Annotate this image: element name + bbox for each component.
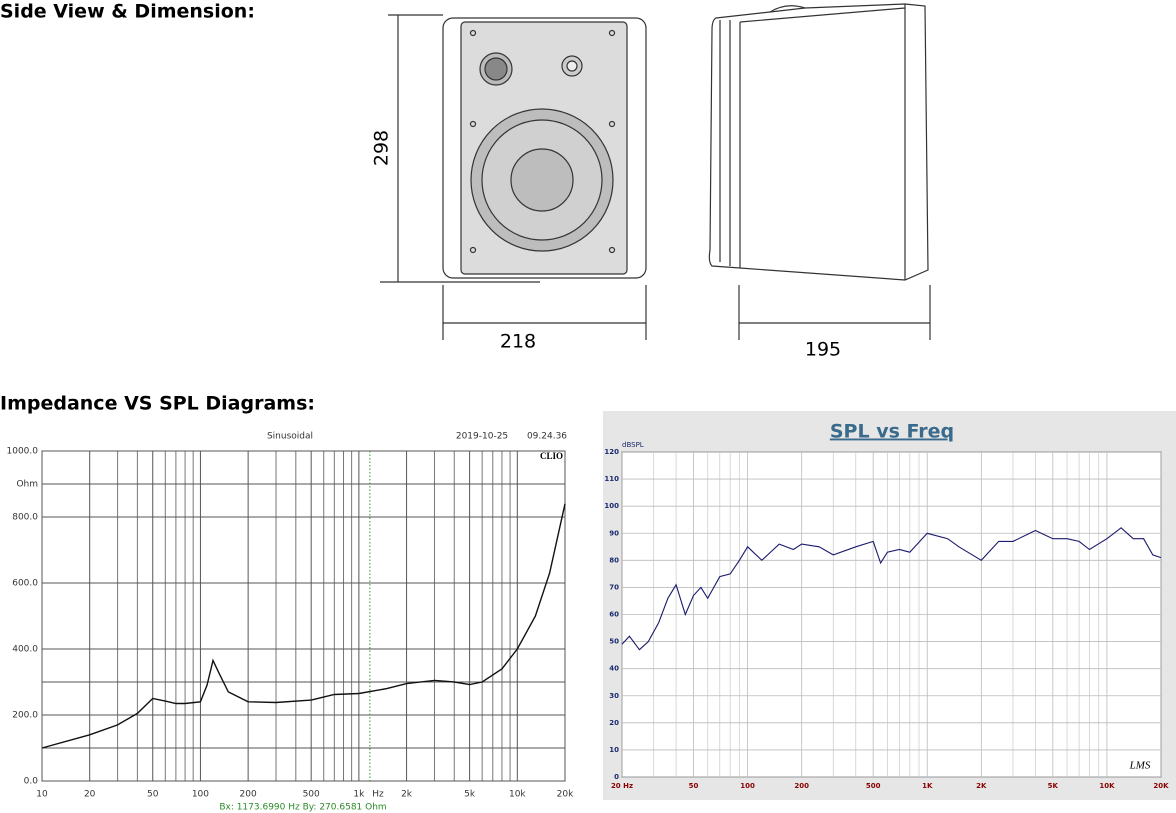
y-tick-label: 70 [609,583,619,591]
x-tick-label: 200 [794,782,809,790]
chart-title: SPL vs Freq [830,421,954,443]
x-tick-label: 5k [464,790,476,800]
y-tick-label: 100 [604,502,619,510]
heading: Side View & Dimension: [0,1,255,23]
x-tick-label: 100 [740,782,755,790]
y-tick-label: 80 [609,556,619,564]
y-unit: dBSPL [622,441,644,449]
y-tick-label: 1000.0 [7,447,39,457]
y-tick-label: 50 [609,638,619,646]
y-tick-label: 0 [614,773,619,781]
dimension-label: 218 [500,331,536,353]
y-unit: Ohm [16,480,38,490]
x-tick-label: 20k [557,790,574,800]
x-tick-label: 10K [1099,782,1115,790]
watermark: LMS [1129,760,1151,772]
y-tick-label: 20 [609,719,619,727]
side-view [708,3,931,340]
x-tick-label: 100 [192,790,209,800]
y-tick-label: 120 [604,448,619,456]
x-tick-label: 10 [36,790,48,800]
data-line [41,503,566,749]
chart-subtitle: Sinusoidal [267,432,313,442]
plot-area [41,450,566,782]
x-tick-label: 5K [1048,782,1059,790]
y-tick-label: 200.0 [12,711,38,721]
x-tick-label: 500 [303,790,320,800]
x-tick-label: 500 [866,782,881,790]
y-tick-label: 40 [609,665,619,673]
x-tick-label: 10k [509,790,526,800]
y-tick-label: 110 [604,475,619,483]
x-tick-label: 1k [353,790,365,800]
x-tick-label: 50 [147,790,159,800]
y-tick-label: 800.0 [12,513,38,523]
dimension-label: 298 [371,130,393,166]
heading: Impedance VS SPL Diagrams: [0,393,315,415]
y-tick-label: 400.0 [12,645,38,655]
y-tick-label: 90 [609,529,619,537]
y-tick-label: 0.0 [24,777,39,787]
x-tick-label: 50 [689,782,699,790]
cursor-readout: Bx: 1173.6990 Hz By: 270.6581 Ohm [219,803,386,813]
x-tick-label: 20 Hz [611,782,633,790]
y-tick-label: 600.0 [12,579,38,589]
x-tick-label: 2K [976,782,987,790]
x-tick-label: 2k [401,790,413,800]
data-line [621,527,1162,651]
x-unit: Hz [372,790,384,800]
y-tick-label: 10 [609,746,619,754]
x-tick-label: 20K [1153,782,1169,790]
front-view [380,14,647,340]
x-tick-label: 200 [240,790,257,800]
y-tick-label: 60 [609,611,619,619]
chart-time: 09.24.36 [527,432,567,442]
x-tick-label: 20 [84,790,96,800]
x-tick-label: 1K [922,782,933,790]
brand: CLIO [540,451,563,461]
dimension-label: 195 [805,339,841,361]
chart-date: 2019-10-25 [456,432,508,442]
y-tick-label: 30 [609,692,619,700]
